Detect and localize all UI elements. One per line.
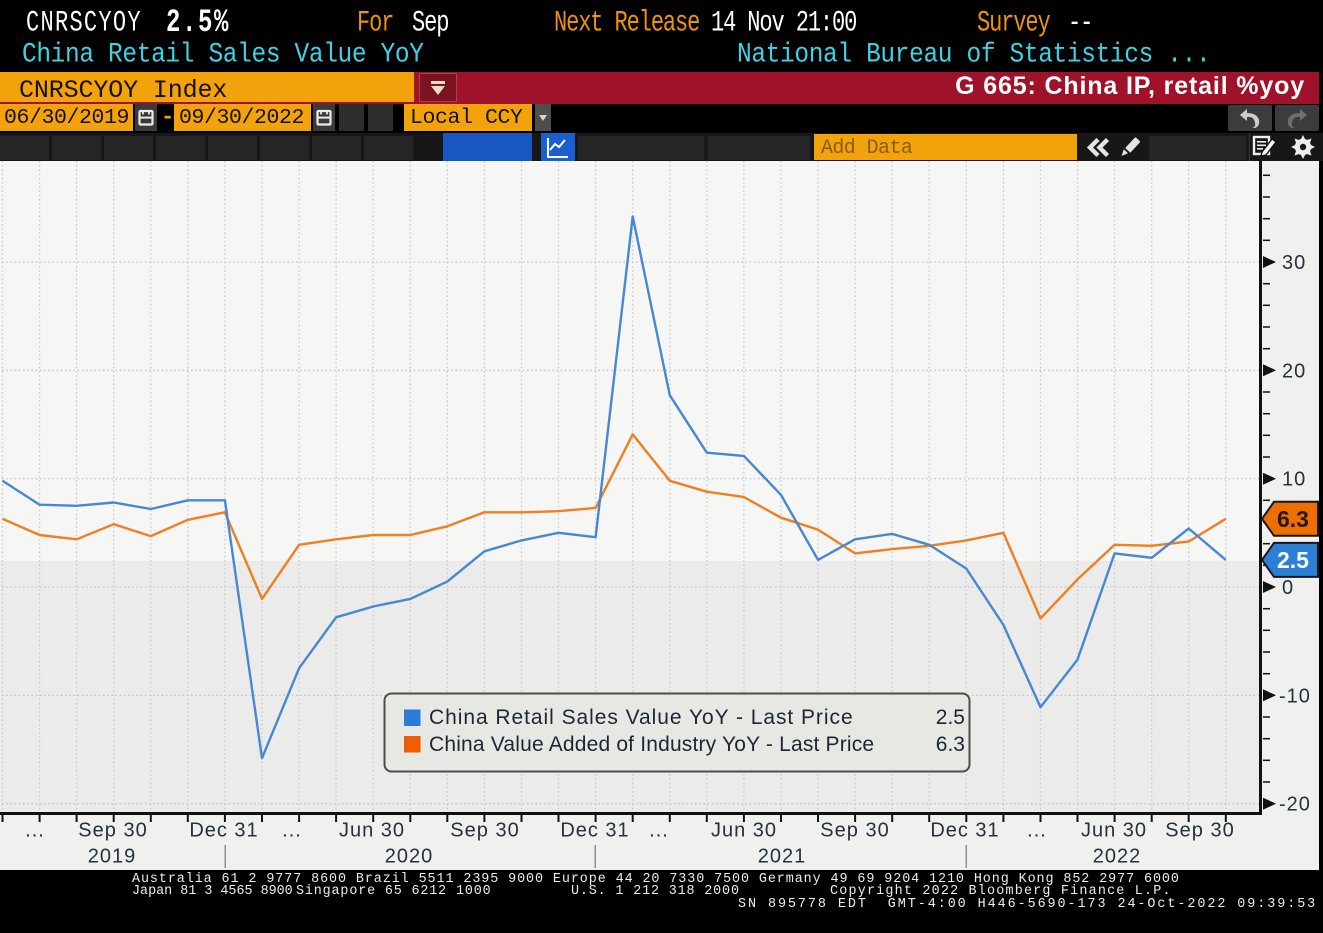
svg-text:China Value Added of Industry: China Value Added of Industry YoY - Last… [429,733,874,756]
svg-text:0: 0 [1282,577,1294,599]
svg-text:...: ... [282,820,302,842]
svg-text:Sep 30: Sep 30 [450,820,519,842]
svg-text:...: ... [1027,820,1047,842]
svg-text:Dec 31: Dec 31 [189,820,258,842]
svg-text:Sep 30: Sep 30 [1165,820,1234,842]
svg-text:2020: 2020 [385,846,434,868]
svg-text:Jun 30: Jun 30 [339,820,405,842]
svg-text:Sep 30: Sep 30 [78,820,147,842]
svg-text:10: 10 [1282,469,1306,491]
svg-text:2022: 2022 [1093,846,1142,868]
svg-text:2019: 2019 [88,846,137,868]
svg-text:Sep 30: Sep 30 [820,820,889,842]
svg-text:2.5: 2.5 [936,706,965,729]
svg-text:...: ... [649,820,669,842]
svg-text:6.3: 6.3 [936,733,965,756]
svg-text:2.5: 2.5 [1277,547,1309,573]
svg-text:...: ... [25,820,45,842]
svg-text:Dec 31: Dec 31 [560,820,629,842]
svg-text:2021: 2021 [758,846,807,868]
svg-text:Dec 31: Dec 31 [930,820,999,842]
svg-text:Jun 30: Jun 30 [711,820,777,842]
svg-text:20: 20 [1282,360,1306,382]
svg-text:Jun 30: Jun 30 [1081,820,1147,842]
svg-text:6.3: 6.3 [1277,506,1309,532]
svg-text:-10: -10 [1279,685,1311,707]
svg-text:-20: -20 [1279,794,1311,816]
svg-text:30: 30 [1282,252,1306,274]
svg-text:China Retail Sales Value YoY -: China Retail Sales Value YoY - Last Pric… [429,706,854,729]
